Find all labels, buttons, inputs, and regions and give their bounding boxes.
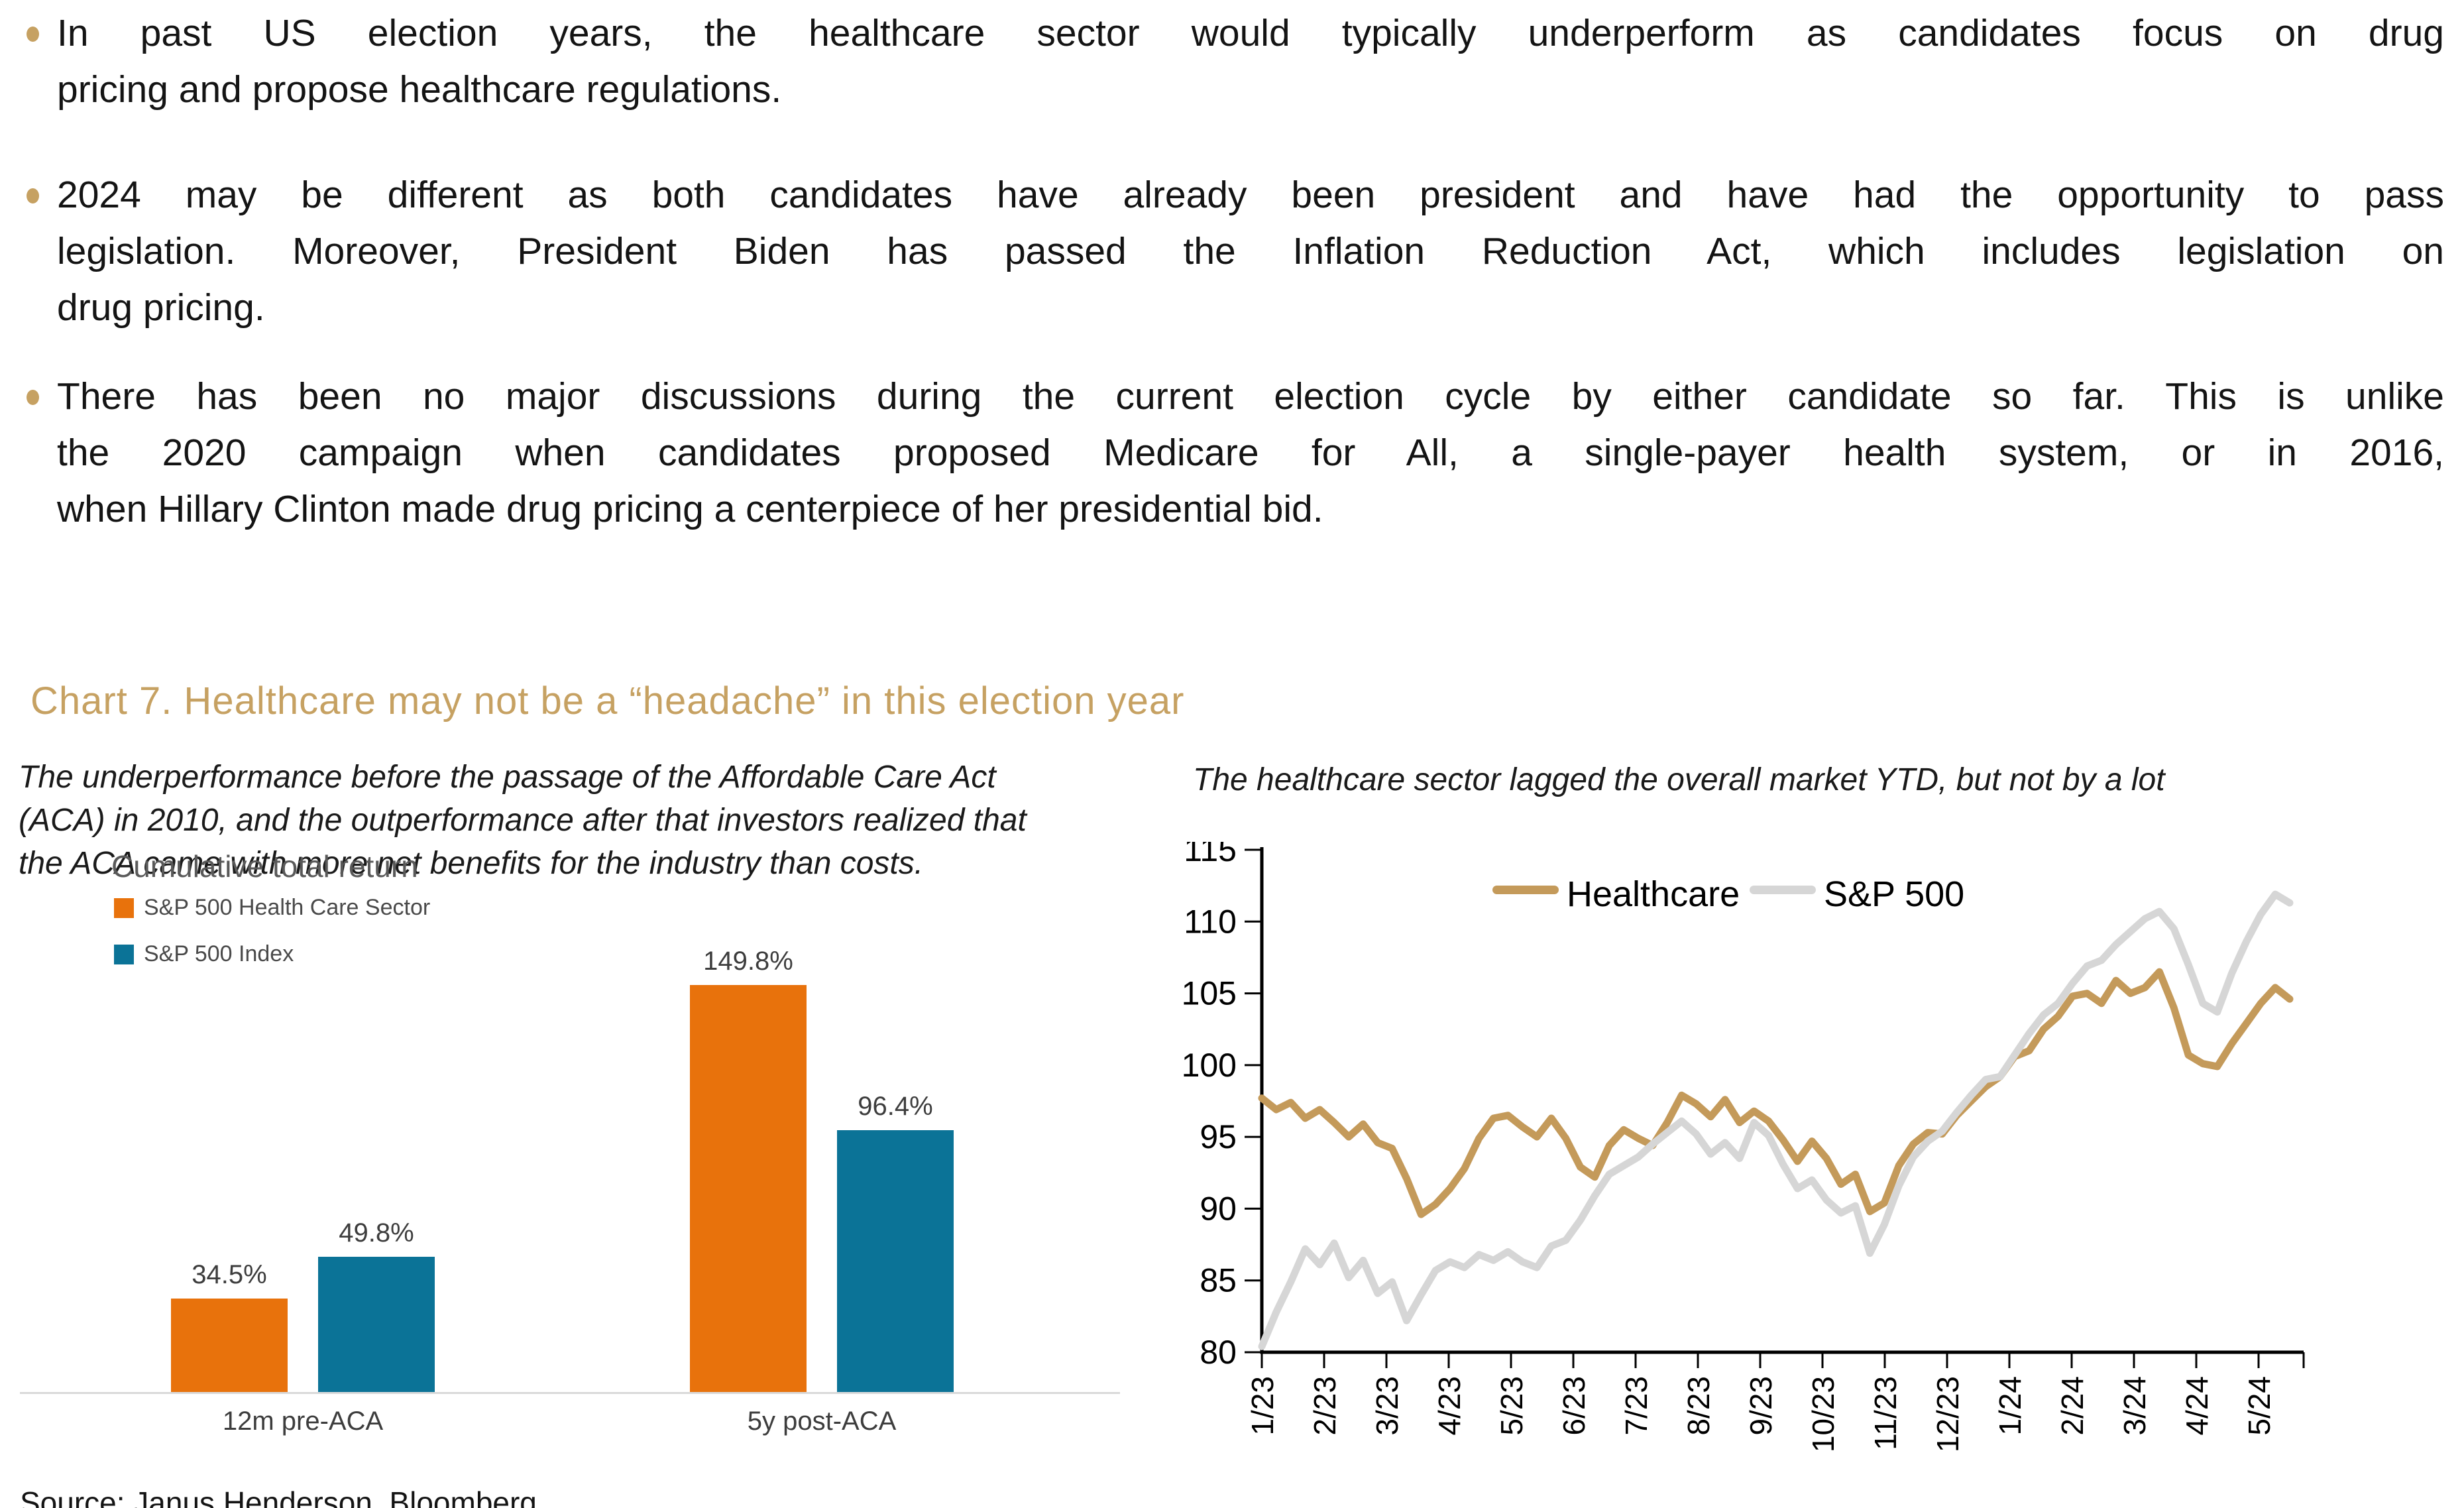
s-p-500-line xyxy=(1258,890,2294,1350)
bullet-line: when Hillary Clinton made drug pricing a… xyxy=(57,488,1323,530)
x-tick-label: 8/23 xyxy=(1681,1376,1716,1436)
section-title: Chart 7. Healthcare may not be a “headac… xyxy=(30,679,1185,723)
y-tick-label: 110 xyxy=(1184,903,1237,940)
x-tick-label: 5/23 xyxy=(1494,1376,1529,1436)
bar-s-p-500-index-5y-post-aca xyxy=(837,1130,954,1392)
x-tick-label: 2/23 xyxy=(1308,1376,1342,1436)
bullet-icon xyxy=(27,27,39,42)
bar-chart: 34.5% 49.8% 12m pre-ACA 149.8% 96.4% 5y post-… xyxy=(0,842,1160,1508)
bullet-icon xyxy=(27,390,39,405)
bullet-item-3: There has been no major discussions duri… xyxy=(27,369,2444,538)
y-tick-label: 85 xyxy=(1200,1262,1237,1299)
x-tick-label: 3/23 xyxy=(1370,1376,1404,1436)
bar-s-p-500-health-care-sector-5y-post-aca xyxy=(690,984,807,1392)
line-chart: 80 85 90 95 100 105 110 115 1/23 2/23 3/23 4/23 5/23… xyxy=(1182,842,2305,1452)
bar-legend-label: S&P 500 Index xyxy=(144,941,294,966)
right-chart-subtitle: The healthcare sector lagged the overall… xyxy=(1193,762,2165,797)
bullet-text: There has been no major discussions duri… xyxy=(57,369,2444,538)
sp500-line-swatch xyxy=(1750,886,1816,894)
x-tick-label: 3/24 xyxy=(2117,1376,2152,1436)
bar-category-label: 12m pre-ACA xyxy=(222,1407,384,1436)
y-tick-label: 115 xyxy=(1184,842,1237,868)
bar-s-p-500-index-12m-pre-aca xyxy=(318,1256,435,1392)
bullet-item-2: 2024 may be different as both candidates… xyxy=(27,167,2444,336)
x-tick-label: 4/23 xyxy=(1432,1376,1467,1436)
x-tick-label: 9/23 xyxy=(1744,1376,1778,1436)
x-tick-label: 2/24 xyxy=(2055,1376,2090,1436)
bullet-line: In past US election years, the healthcar… xyxy=(57,12,2444,54)
bar-legend-label: S&P 500 Health Care Sector xyxy=(144,895,431,920)
x-tick-label: 7/23 xyxy=(1619,1376,1653,1436)
x-tick-label: 5/24 xyxy=(2242,1376,2276,1436)
y-tick-label: 95 xyxy=(1200,1118,1237,1155)
x-tick-label: 12/23 xyxy=(1931,1376,1965,1452)
bar-value-label: 34.5% xyxy=(192,1259,267,1289)
healthcare-line xyxy=(1258,968,2294,1218)
orange-square-icon xyxy=(114,898,134,918)
x-tick-label: 1/23 xyxy=(1245,1376,1280,1436)
bullet-line: legislation. Moreover, President Biden h… xyxy=(57,230,2444,272)
left-chart-subtitle: The underperformance before the passage … xyxy=(19,760,1027,881)
bullet-line: drug pricing. xyxy=(57,286,265,329)
bar-s-p-500-health-care-sector-12m-pre-aca xyxy=(171,1298,288,1392)
bar-chart-axis-line xyxy=(20,1392,1120,1394)
bar-category-label: 5y post-ACA xyxy=(747,1407,897,1436)
x-tick-label: 10/23 xyxy=(1806,1376,1840,1452)
bullet-line: pricing and propose healthcare regulatio… xyxy=(57,68,782,111)
x-tick-label: 4/24 xyxy=(2180,1376,2214,1436)
line-legend-label-sp500: S&P 500 xyxy=(1824,874,1964,914)
bar-value-label: 96.4% xyxy=(858,1091,933,1121)
y-tick-label: 100 xyxy=(1182,1047,1237,1084)
bullet-text: 2024 may be different as both candidates… xyxy=(57,167,2444,336)
x-tick-label: 11/23 xyxy=(1868,1376,1903,1450)
bar-value-label: 149.8% xyxy=(703,946,793,976)
x-tick-label: 1/24 xyxy=(1993,1376,2027,1436)
line-legend-label-healthcare: Healthcare xyxy=(1567,874,1740,914)
healthcare-line-swatch xyxy=(1492,886,1559,894)
bar-legend-item-healthcare-sector: S&P 500 Health Care Sector xyxy=(114,895,430,921)
bullet-line: There has been no major discussions duri… xyxy=(57,375,2444,418)
bar-value-label: 49.8% xyxy=(339,1218,414,1247)
y-tick-label: 105 xyxy=(1182,975,1237,1012)
source-note: Source: Janus Henderson, Bloomberg xyxy=(20,1485,537,1508)
bullet-item-1: In past US election years, the healthcar… xyxy=(27,5,2444,118)
y-tick-label: 90 xyxy=(1200,1190,1237,1227)
bullet-icon xyxy=(27,188,39,203)
bullet-line: 2024 may be different as both candidates… xyxy=(57,174,2444,216)
x-tick-label: 6/23 xyxy=(1557,1376,1591,1436)
bar-chart-title: Cumulative total return xyxy=(111,849,418,884)
y-tick-label: 80 xyxy=(1200,1334,1237,1371)
bullet-text: In past US election years, the healthcar… xyxy=(57,5,2444,118)
blue-square-icon xyxy=(114,944,134,964)
bar-legend-item-sp500-index: S&P 500 Index xyxy=(114,941,294,967)
bullet-line: the 2020 campaign when candidates propos… xyxy=(57,432,2444,474)
